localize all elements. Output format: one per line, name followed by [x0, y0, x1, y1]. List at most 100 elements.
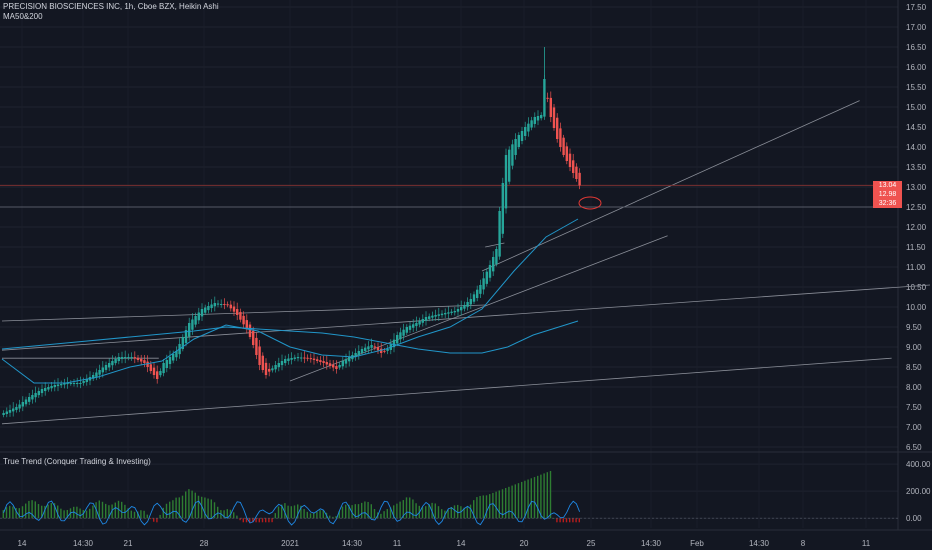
indicator-bar — [165, 503, 168, 519]
indicator-bar — [5, 507, 8, 519]
price-axis-label: 9.00 — [906, 343, 922, 352]
indicator-bar — [124, 504, 126, 519]
indicator-bar — [47, 504, 49, 519]
candle — [309, 358, 312, 360]
indicator-bar — [527, 479, 529, 519]
candle — [562, 137, 565, 155]
candle — [399, 332, 402, 340]
indicator-bar — [79, 508, 81, 519]
indicator-bar — [370, 504, 372, 519]
indicator-bar — [437, 506, 440, 519]
candle — [492, 257, 495, 272]
indicator-bar — [441, 509, 443, 519]
price-axis-label: 14.00 — [906, 143, 927, 152]
ma200-line — [1, 320, 579, 354]
candle — [440, 313, 444, 316]
candle — [146, 361, 149, 367]
indicator-bar — [98, 500, 100, 519]
indicator-bar — [354, 504, 356, 519]
candle — [296, 357, 300, 359]
time-axis-label: 14:30 — [641, 539, 662, 548]
indicator-bar — [127, 508, 129, 519]
indicator-bar — [364, 501, 366, 519]
candle — [444, 313, 447, 315]
indicator-bar — [572, 518, 574, 523]
indicator-bar — [501, 489, 504, 519]
candle — [12, 408, 15, 412]
time-axis-label: 14:30 — [749, 539, 770, 548]
price-axis-label: 15.50 — [906, 83, 927, 92]
candle — [188, 323, 191, 337]
candle — [284, 359, 287, 364]
candle — [200, 309, 204, 317]
indicator-bar — [517, 483, 520, 519]
indicator-bar — [149, 518, 152, 520]
indicator-bar — [18, 508, 20, 519]
candle — [101, 367, 104, 373]
candle — [575, 166, 578, 179]
candle — [408, 325, 412, 330]
indicator-bar — [63, 510, 65, 519]
indicator-bar — [562, 518, 564, 523]
time-axis-label: 14:30 — [73, 539, 94, 548]
indicator-bar — [578, 518, 580, 523]
candle — [450, 311, 453, 314]
candle — [130, 357, 133, 358]
candle — [556, 117, 559, 139]
candle — [47, 387, 50, 390]
indicator-bar — [425, 506, 427, 519]
indicator-bar — [498, 490, 500, 519]
candle — [325, 362, 328, 365]
indicator-bar — [482, 495, 484, 519]
candle — [498, 211, 501, 257]
indicator-bar — [565, 518, 568, 523]
indicator-bar — [290, 506, 292, 519]
indicator-bar — [210, 499, 212, 519]
candle — [15, 407, 18, 410]
indicator-bar — [37, 504, 40, 519]
candle — [274, 365, 277, 370]
price-axis-label: 10.50 — [906, 283, 927, 292]
candle — [466, 302, 469, 307]
study-title: MA50&200 — [3, 12, 43, 21]
indicator-bar — [172, 500, 174, 519]
candle — [226, 304, 229, 306]
indicator-bar — [105, 503, 107, 519]
indicator-bar — [341, 506, 344, 519]
candle — [306, 357, 309, 359]
indicator-bar — [386, 509, 388, 519]
indicator-bar — [569, 518, 571, 523]
indicator-bar — [316, 511, 318, 519]
price-axis-label: 11.50 — [906, 243, 926, 252]
candle — [290, 358, 293, 360]
candle — [44, 388, 47, 392]
price-axis-label: 14.50 — [906, 123, 927, 132]
candle — [124, 357, 127, 359]
candle — [120, 357, 124, 360]
candle — [56, 384, 60, 387]
candle — [456, 309, 460, 312]
indicator-bar — [191, 490, 193, 519]
candle — [319, 360, 322, 362]
candle — [536, 116, 540, 121]
time-axis-label: 20 — [520, 539, 529, 548]
candle — [338, 365, 341, 368]
candle — [332, 364, 335, 368]
candle — [220, 304, 223, 305]
indicator-bar — [143, 510, 145, 519]
indicator-bar — [287, 505, 289, 519]
indicator-bar — [194, 492, 196, 519]
candle — [255, 337, 258, 355]
indicator-bar — [473, 500, 475, 519]
indicator-bar — [530, 478, 532, 519]
indicator-bar — [537, 475, 539, 519]
candle — [530, 120, 533, 128]
indicator-bar — [511, 485, 513, 519]
indicator-bar — [281, 504, 283, 519]
symbol-title: PRECISION BIOSCIENCES INC, 1h, Cboe BZX,… — [3, 2, 219, 11]
indicator-bar — [156, 518, 158, 523]
circle-annotation — [578, 196, 602, 210]
indicator-bar — [249, 518, 251, 523]
candle — [210, 304, 213, 309]
